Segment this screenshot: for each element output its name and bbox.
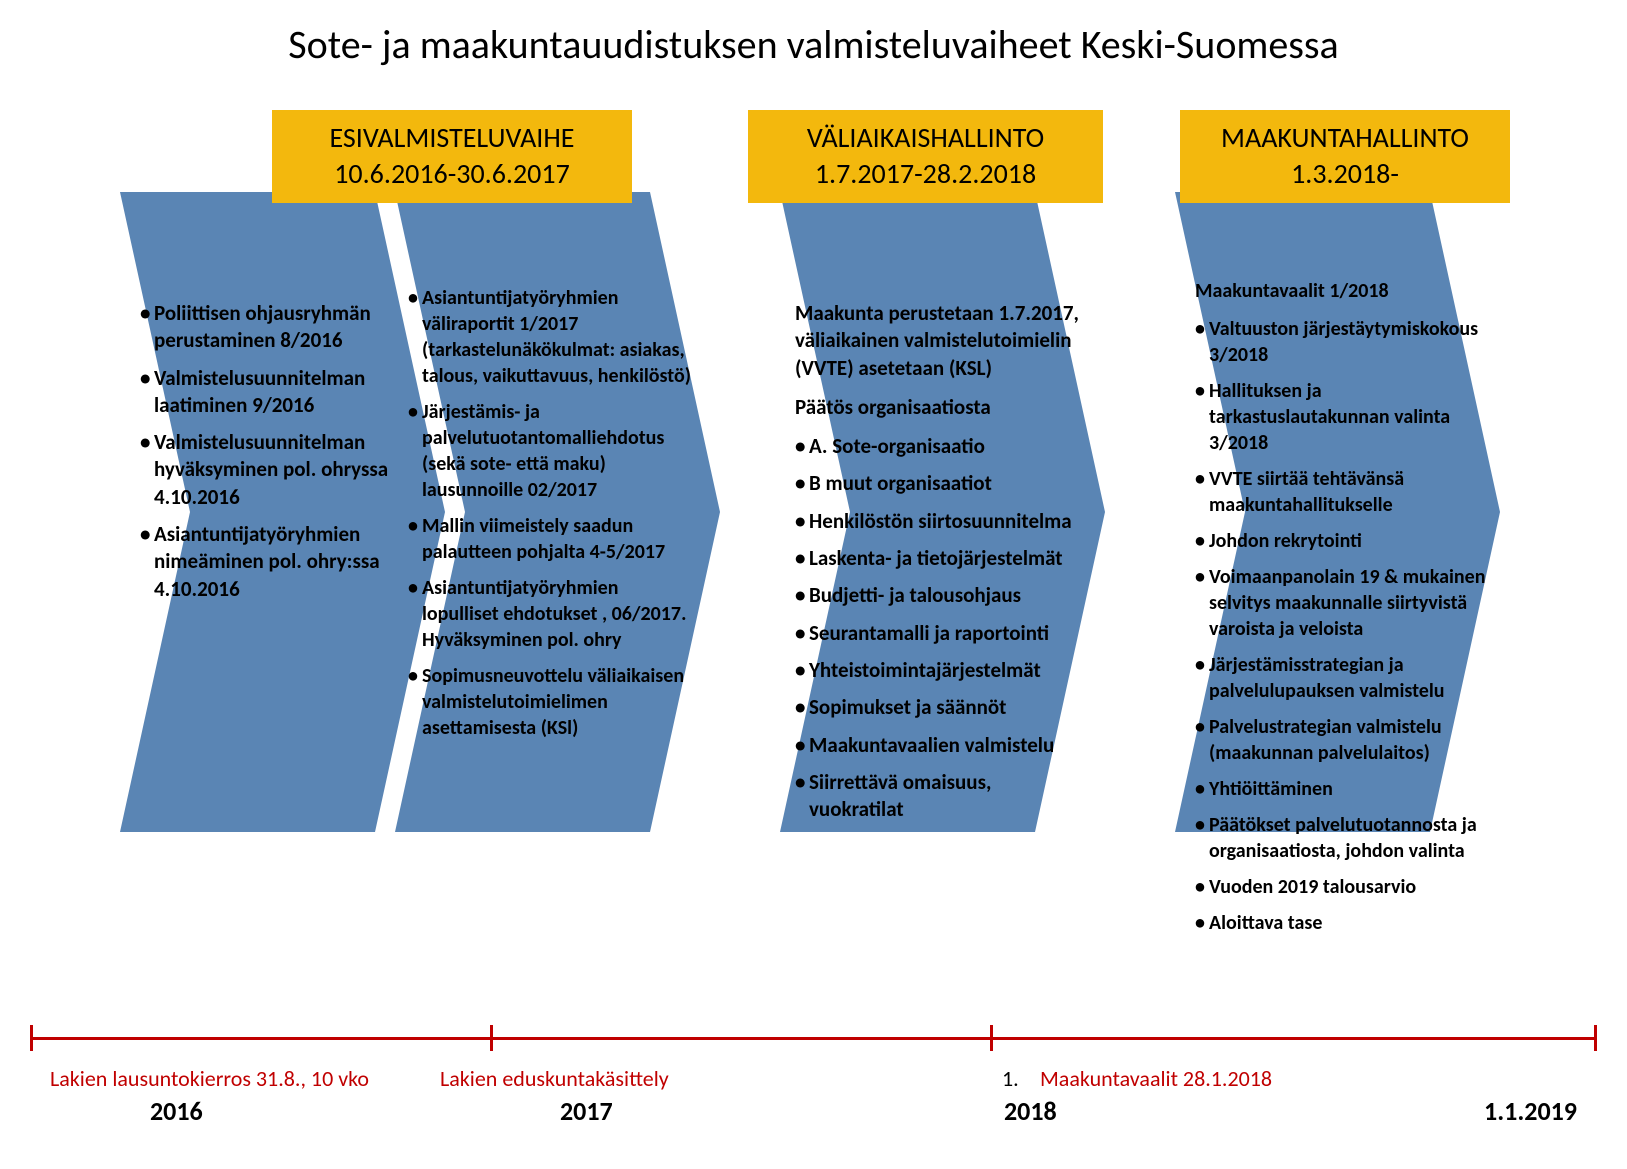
box4-intro: Maakuntavaalit 1/2018 (1195, 278, 1495, 304)
list-item: Aloittava tase (1195, 910, 1495, 936)
timeline-tick (990, 1025, 993, 1051)
phase-3-dates: 1.3.2018- (1200, 156, 1490, 192)
timeline-year-2018: 2018 (1004, 1095, 1057, 1127)
list-item: Sopimusneuvottelu väliaikaisen valmistel… (408, 663, 693, 741)
timeline-label-1: Lakien lausuntokierros 31.8., 10 vko (50, 1065, 369, 1092)
list-item: Henkilöstön siirtosuunnitelma (795, 508, 1080, 535)
content-box-2: Asiantuntijatyöryhmien väliraportit 1/20… (408, 285, 693, 751)
list-item: VVTE siirtää tehtävänsä maakuntahallituk… (1195, 466, 1495, 518)
list-item: Päätökset palvelutuotannosta ja organisa… (1195, 812, 1495, 864)
list-item: B muut organisaatiot (795, 470, 1080, 497)
list-item: Palvelustrategian valmistelu (maakunnan … (1195, 714, 1495, 766)
timeline-year-2016: 2016 (150, 1095, 203, 1127)
timeline-tick (1594, 1025, 1597, 1051)
page-title: Sote- ja maakuntauudistuksen valmisteluv… (0, 20, 1627, 69)
list-item: Voimaanpanolain 19 & mukainen selvitys m… (1195, 564, 1495, 642)
timeline-tick (30, 1025, 33, 1051)
phase-2-dates: 1.7.2017-28.2.2018 (768, 156, 1083, 192)
phase-1-title: ESIVALMISTELUVAIHE (292, 120, 612, 156)
list-item: Poliittisen ohjausryhmän perustaminen 8/… (140, 300, 395, 355)
list-item: Yhtiöittäminen (1195, 776, 1495, 802)
timeline-label-3-prefix: 1. (1002, 1065, 1019, 1092)
box3-intro: Maakunta perustetaan 1.7.2017, väliaikai… (795, 300, 1080, 382)
list-item: Asiantuntijatyöryhmien lopulliset ehdotu… (408, 575, 693, 653)
box3-list: A. Sote-organisaatio B muut organisaatio… (795, 433, 1080, 823)
list-item: Vuoden 2019 talousarvio (1195, 874, 1495, 900)
list-item: Budjetti- ja talousohjaus (795, 582, 1080, 609)
box3-sub: Päätös organisaatiosta (795, 394, 1080, 421)
list-item: A. Sote-organisaatio (795, 433, 1080, 460)
timeline-line (30, 1037, 1597, 1040)
list-item: Johdon rekrytointi (1195, 528, 1495, 554)
phase-header-2: VÄLIAIKAISHALLINTO 1.7.2017-28.2.2018 (748, 110, 1103, 203)
timeline: Lakien lausuntokierros 31.8., 10 vko Lak… (30, 1025, 1597, 1145)
content-box-4: Maakuntavaalit 1/2018 Valtuuston järjest… (1195, 278, 1495, 946)
timeline-label-3: Maakuntavaalit 28.1.2018 (1040, 1065, 1272, 1092)
list-item: Mallin viimeistely saadun palautteen poh… (408, 513, 693, 565)
list-item: Seurantamalli ja raportointi (795, 620, 1080, 647)
phase-header-1: ESIVALMISTELUVAIHE 10.6.2016-30.6.2017 (272, 110, 632, 203)
list-item: Siirrettävä omaisuus, vuokratilat (795, 769, 1080, 824)
phase-1-dates: 10.6.2016-30.6.2017 (292, 156, 612, 192)
list-item: Sopimukset ja säännöt (795, 694, 1080, 721)
list-item: Järjestämisstrategian ja palvelulupaukse… (1195, 652, 1495, 704)
timeline-year-2019: 1.1.2019 (1484, 1095, 1577, 1127)
box4-list: Valtuuston järjestäytymiskokous 3/2018 H… (1195, 316, 1495, 936)
box1-list: Poliittisen ohjausryhmän perustaminen 8/… (140, 300, 395, 603)
list-item: Laskenta- ja tietojärjestelmät (795, 545, 1080, 572)
list-item: Maakuntavaalien valmistelu (795, 732, 1080, 759)
list-item: Asiantuntijatyöryhmien väliraportit 1/20… (408, 285, 693, 389)
box2-list: Asiantuntijatyöryhmien väliraportit 1/20… (408, 285, 693, 741)
list-item: Hallituksen ja tarkastuslautakunnan vali… (1195, 378, 1495, 456)
list-item: Järjestämis- ja palvelutuotantomalliehdo… (408, 399, 693, 503)
timeline-label-2: Lakien eduskuntakäsittely (440, 1065, 669, 1092)
timeline-year-2017: 2017 (560, 1095, 613, 1127)
list-item: Yhteistoimintajärjestelmät (795, 657, 1080, 684)
content-box-3: Maakunta perustetaan 1.7.2017, väliaikai… (795, 300, 1080, 833)
list-item: Valmistelusuunnitelman laatiminen 9/2016 (140, 365, 395, 420)
phase-2-title: VÄLIAIKAISHALLINTO (768, 120, 1083, 156)
content-box-1: Poliittisen ohjausryhmän perustaminen 8/… (140, 300, 395, 613)
list-item: Valtuuston järjestäytymiskokous 3/2018 (1195, 316, 1495, 368)
list-item: Valmistelusuunnitelman hyväksyminen pol.… (140, 429, 395, 511)
timeline-tick (490, 1025, 493, 1051)
list-item: Asiantuntijatyöryhmien nimeäminen pol. o… (140, 521, 395, 603)
phase-3-title: MAAKUNTAHALLINTO (1200, 120, 1490, 156)
phase-header-3: MAAKUNTAHALLINTO 1.3.2018- (1180, 110, 1510, 203)
